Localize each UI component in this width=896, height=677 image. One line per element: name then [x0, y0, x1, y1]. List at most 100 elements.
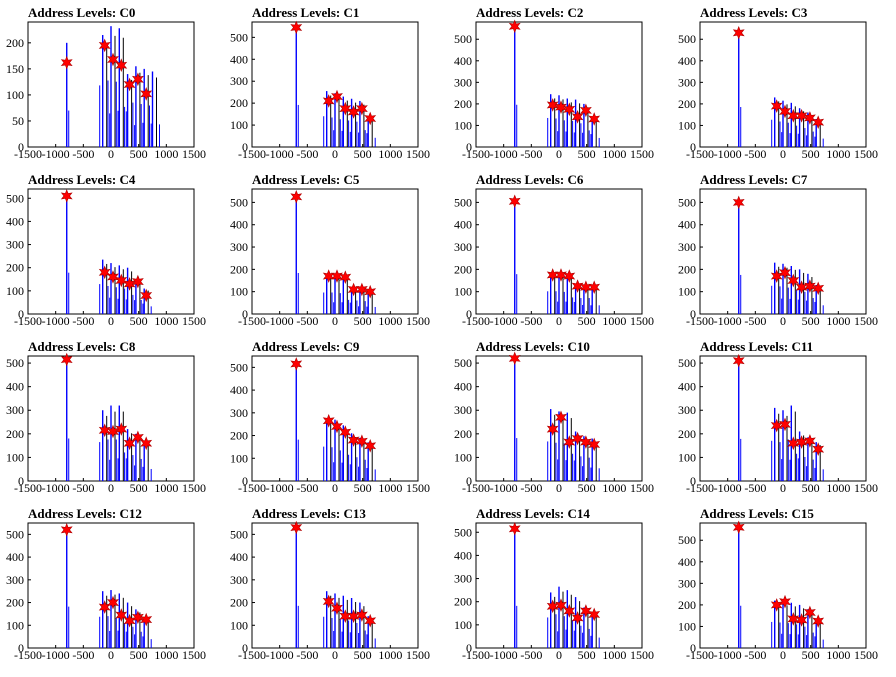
peak-marker	[331, 269, 343, 283]
x-tick-label: 1000	[378, 648, 402, 662]
x-tick-label: -500	[520, 314, 542, 328]
x-tick-label: 0	[780, 481, 786, 495]
peak-marker	[347, 433, 360, 447]
y-tick-label: 400	[6, 550, 24, 564]
x-tick-label: 0	[108, 481, 114, 495]
x-tick-label: 1500	[406, 314, 430, 328]
y-tick-label: 0	[18, 474, 24, 488]
peak-marker	[322, 413, 335, 428]
subplot-c13: Address Levels: C13 -1500 -1000 -500 0 500 100…	[230, 506, 430, 662]
y-tick-label: 300	[230, 74, 248, 88]
x-tick-label: 1500	[182, 481, 206, 495]
y-tick-label: 0	[242, 641, 248, 655]
peak-marker	[290, 357, 303, 371]
subplot-title: Address Levels: C3	[700, 5, 808, 20]
subplot-c5: Address Levels: C5-1500 -1000 -500 0 500 1000…	[230, 172, 430, 328]
subplot-c6: Address Levels: C6-1500 -1000 -500 0 500 1000…	[454, 172, 654, 328]
peak-marker	[364, 438, 377, 453]
x-tick-label: 1000	[378, 314, 402, 328]
x-tick-label: -500	[520, 481, 542, 495]
x-tick-label: 500	[354, 648, 372, 662]
peak-marker	[555, 598, 567, 613]
x-tick-label: -500	[296, 147, 318, 161]
peak-marker	[339, 101, 352, 116]
y-tick-label: 0	[466, 307, 472, 321]
peak-marker	[364, 111, 377, 126]
bars-group	[295, 196, 376, 314]
y-tick-label: 400	[230, 218, 248, 232]
x-tick-label: -500	[520, 147, 542, 161]
subplot-title: Address Levels: C2	[476, 5, 583, 20]
y-tick-label: 300	[454, 240, 472, 254]
subplot-c9: Address Levels: C9-1500 -1000 -500 0 500 1000…	[230, 339, 430, 495]
x-tick-label: -500	[296, 481, 318, 495]
markers-group	[732, 353, 825, 456]
peak-marker	[563, 604, 576, 618]
x-tick-label: 1000	[378, 481, 402, 495]
peak-marker	[732, 25, 745, 40]
peak-marker	[571, 279, 584, 293]
peak-marker	[331, 601, 343, 616]
peak-marker	[347, 105, 360, 119]
markers-group	[290, 520, 377, 628]
x-tick-label: 1500	[182, 314, 206, 328]
x-tick-label: -1500	[686, 147, 714, 161]
y-tick-label: 200	[454, 262, 472, 276]
bars-group	[514, 527, 600, 648]
x-tick-label: 500	[802, 648, 820, 662]
bars-group	[738, 202, 824, 314]
y-tick-label: 100	[678, 450, 696, 464]
x-tick-label: 500	[130, 481, 148, 495]
markers-group	[60, 352, 153, 451]
subplot-title: Address Levels: C6	[476, 172, 584, 187]
x-tick-label: 1500	[630, 481, 654, 495]
peak-marker	[339, 270, 352, 284]
y-tick-label: 100	[230, 618, 248, 632]
peak-marker	[508, 521, 521, 536]
x-tick-label: 500	[130, 648, 148, 662]
y-tick-label: 500	[230, 360, 248, 374]
peak-marker	[290, 520, 303, 535]
peak-marker	[508, 351, 521, 366]
peak-marker	[60, 189, 73, 203]
y-tick-label: 100	[454, 618, 472, 632]
x-tick-label: 1000	[826, 147, 850, 161]
peak-marker	[546, 98, 559, 112]
peak-marker	[588, 280, 601, 295]
peak-marker	[123, 613, 136, 628]
bars-group	[514, 200, 600, 314]
y-tick-label: 100	[6, 618, 24, 632]
x-tick-label: 1500	[630, 648, 654, 662]
y-tick-label: 200	[6, 596, 24, 610]
x-tick-label: 1000	[826, 481, 850, 495]
peak-marker	[779, 265, 791, 280]
peak-marker	[579, 280, 592, 295]
x-tick-label: -1500	[238, 147, 266, 161]
y-tick-label: 300	[678, 75, 696, 89]
peak-marker	[787, 612, 800, 626]
peak-marker	[779, 104, 791, 119]
y-tick-label: 400	[230, 52, 248, 66]
x-tick-label: -1000	[42, 314, 70, 328]
y-tick-label: 0	[18, 140, 24, 154]
subplot-title: Address Levels: C12	[28, 506, 142, 521]
y-tick-label: 500	[678, 356, 696, 370]
peak-marker	[290, 189, 303, 204]
subplot-c0: Address Levels: C0-1500 -1000 -500 0 500 1000…	[6, 5, 206, 161]
x-tick-label: -500	[72, 314, 94, 328]
peak-marker	[803, 605, 816, 620]
x-tick-label: -1500	[14, 147, 42, 161]
x-tick-label: -1000	[714, 314, 742, 328]
y-tick-label: 400	[230, 383, 248, 397]
y-tick-label: 100	[678, 285, 696, 299]
subplot-title: Address Levels: C7	[700, 172, 808, 187]
bars-group	[514, 358, 600, 481]
x-tick-label: 500	[354, 147, 372, 161]
x-tick-label: 1000	[154, 648, 178, 662]
y-tick-label: 0	[690, 140, 696, 154]
y-tick-label: 300	[454, 75, 472, 89]
peak-marker	[140, 288, 153, 303]
y-tick-label: 100	[454, 450, 472, 464]
y-tick-label: 500	[6, 191, 24, 205]
x-tick-label: 500	[578, 147, 596, 161]
